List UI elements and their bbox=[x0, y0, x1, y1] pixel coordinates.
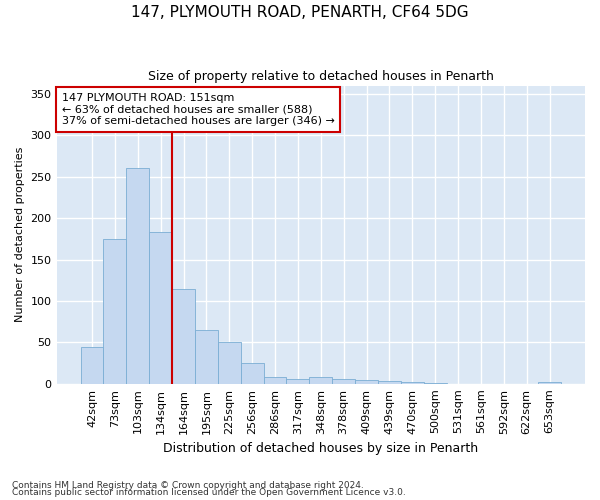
Bar bbox=[127, 168, 149, 384]
Text: 147 PLYMOUTH ROAD: 151sqm
← 63% of detached houses are smaller (588)
37% of semi: 147 PLYMOUTH ROAD: 151sqm ← 63% of detac… bbox=[62, 93, 335, 126]
Bar bbox=[332, 379, 355, 384]
Bar bbox=[218, 342, 241, 384]
Bar bbox=[103, 239, 127, 384]
Bar bbox=[195, 330, 218, 384]
Bar bbox=[172, 290, 195, 384]
Bar bbox=[263, 377, 286, 384]
Text: 147, PLYMOUTH ROAD, PENARTH, CF64 5DG: 147, PLYMOUTH ROAD, PENARTH, CF64 5DG bbox=[131, 5, 469, 20]
Bar bbox=[401, 382, 424, 384]
Bar bbox=[80, 348, 103, 384]
Bar bbox=[241, 363, 263, 384]
Bar bbox=[310, 377, 332, 384]
Y-axis label: Number of detached properties: Number of detached properties bbox=[15, 147, 25, 322]
Text: Contains public sector information licensed under the Open Government Licence v3: Contains public sector information licen… bbox=[12, 488, 406, 497]
Bar bbox=[286, 379, 310, 384]
Bar bbox=[424, 383, 446, 384]
Text: Contains HM Land Registry data © Crown copyright and database right 2024.: Contains HM Land Registry data © Crown c… bbox=[12, 480, 364, 490]
Title: Size of property relative to detached houses in Penarth: Size of property relative to detached ho… bbox=[148, 70, 494, 83]
Bar bbox=[149, 232, 172, 384]
Bar bbox=[538, 382, 561, 384]
Bar bbox=[378, 382, 401, 384]
X-axis label: Distribution of detached houses by size in Penarth: Distribution of detached houses by size … bbox=[163, 442, 478, 455]
Bar bbox=[355, 380, 378, 384]
